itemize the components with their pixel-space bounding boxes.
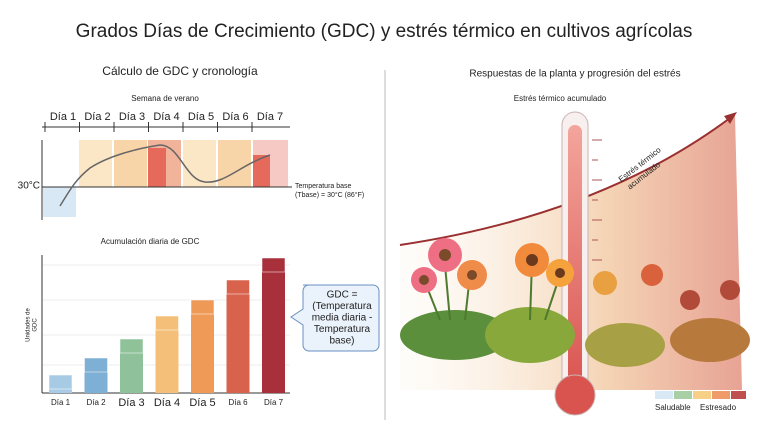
accum-title: Acumulación diaria de GDC [101,237,200,246]
base-label: Temperatura base [295,183,352,190]
legend-label: Saludable [655,403,691,412]
formula-box [290,284,380,352]
thermo-label: Estrés térmico acumulado [514,94,607,103]
left-heading: Cálculo de GDC y cronología [102,64,258,78]
bar [226,280,250,393]
right-heading: Respuestas de la planta y progresión del… [469,69,680,80]
bar-top [190,299,215,315]
y-label: GDC [33,318,39,332]
arrow-head [724,112,737,124]
bar [191,300,214,393]
bar [155,316,179,393]
day-label: Día 7 [257,111,283,123]
temp-label: 30°C [18,181,40,192]
bar-top [226,279,250,295]
bar-top [84,357,108,373]
temp-curve [59,144,271,207]
bar-labels: Día 1 Día 2 Día 3 Día 4 Día 5 Día 6 Día 7 [51,397,284,409]
formula-line: GDC = [327,290,358,301]
title: Grados Días de Crecimiento (GDC) y estré… [76,21,693,42]
y-label: Unidades de [26,307,32,341]
formula-line: base) [329,336,354,347]
day-label: Día 4 [153,111,179,123]
week-label: Semana de verano [131,94,199,103]
formula-line: (Temperatura [312,301,372,312]
bar-top [119,338,144,354]
bar-top [155,315,179,331]
bars [48,257,286,393]
temp-bands [43,140,288,217]
day-label: Día 6 [222,111,248,123]
bar-label: Día 4 [154,397,180,409]
day-label: Día 2 [84,111,110,123]
bar-label: Día 3 [118,397,144,409]
day-label: Día 1 [50,111,76,123]
formula-line: Temperatura [314,324,371,335]
day-label: Día 3 [119,111,145,123]
formula-line: media diaria - [312,313,373,324]
day-label: Día 5 [188,111,214,123]
bar-label: Día 6 [228,398,248,407]
bar-label: Día 2 [86,398,106,407]
bar-top [261,257,286,273]
bar [262,258,285,393]
bar-label: Día 1 [51,398,71,407]
legend-label: Estresado [700,403,737,412]
plants [400,238,750,367]
base-label: (Tbase) = 30°C (86°F) [295,191,364,199]
bar-label: Día 7 [264,398,284,407]
timeline: Día 1 Día 2 Día 3 Día 4 Día 5 Día 6 Día 7 [44,111,283,132]
legend: Saludable Estresado [655,391,746,412]
bar-label: Día 5 [189,397,215,409]
bar-top [48,374,73,390]
